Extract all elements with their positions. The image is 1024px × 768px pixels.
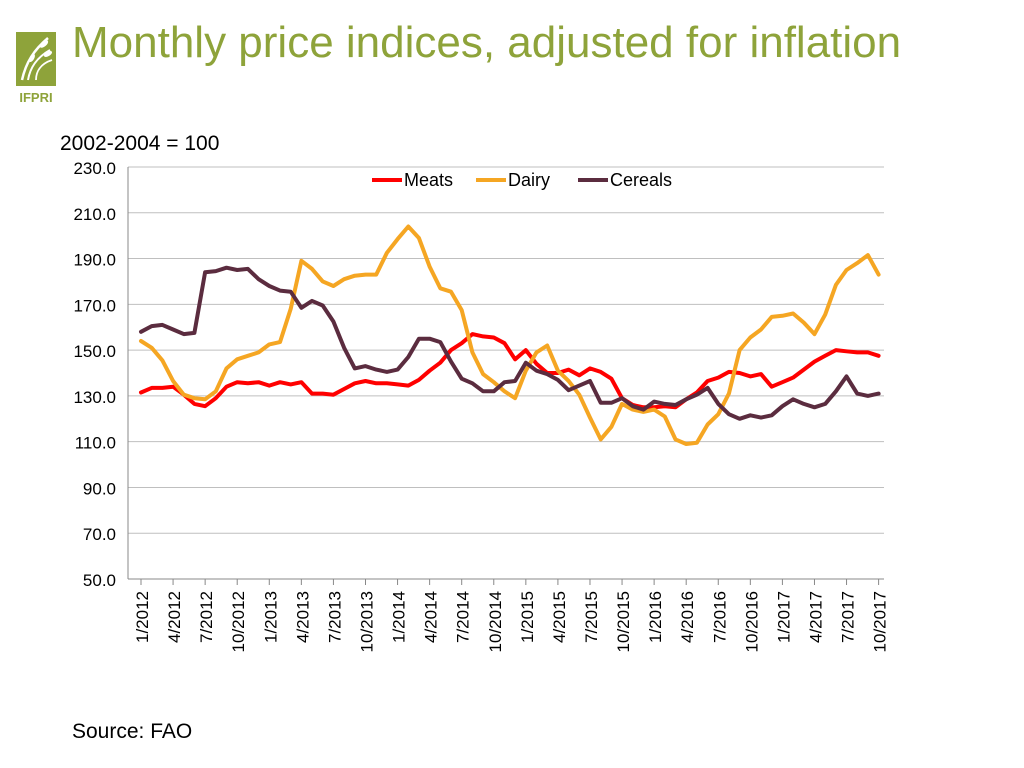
y-tick-label: 170.0 bbox=[73, 296, 116, 315]
x-tick-label: 1/2015 bbox=[518, 591, 537, 643]
x-tick-label: 4/2012 bbox=[165, 591, 184, 643]
x-tick-label: 10/2015 bbox=[614, 591, 633, 652]
x-tick-label: 7/2016 bbox=[710, 591, 729, 643]
x-tick-label: 1/2012 bbox=[133, 591, 152, 643]
x-tick-label: 7/2015 bbox=[582, 591, 601, 643]
y-tick-label: 130.0 bbox=[73, 388, 116, 407]
y-tick-label: 190.0 bbox=[73, 251, 116, 270]
x-tick-label: 10/2016 bbox=[742, 591, 761, 652]
legend-label-cereals: Cereals bbox=[610, 170, 672, 190]
x-tick-label: 4/2016 bbox=[678, 591, 697, 643]
y-tick-label: 230.0 bbox=[73, 159, 116, 178]
legend-label-meats: Meats bbox=[404, 170, 453, 190]
y-tick-label: 70.0 bbox=[83, 525, 116, 544]
y-tick-label: 90.0 bbox=[83, 479, 116, 498]
x-tick-label: 10/2013 bbox=[357, 591, 376, 652]
x-tick-label: 4/2014 bbox=[422, 591, 441, 643]
chart-subtitle: 2002-2004 = 100 bbox=[60, 132, 220, 155]
x-tick-label: 1/2013 bbox=[261, 591, 280, 643]
x-tick-label: 1/2016 bbox=[646, 591, 665, 643]
x-tick-label: 4/2015 bbox=[550, 591, 569, 643]
x-tick-label: 4/2013 bbox=[293, 591, 312, 643]
x-tick-label: 10/2017 bbox=[871, 591, 890, 652]
y-tick-label: 50.0 bbox=[83, 571, 116, 590]
series-line-dairy bbox=[139, 224, 881, 446]
source-note: Source: FAO bbox=[72, 720, 193, 743]
x-tick-label: 1/2017 bbox=[774, 591, 793, 643]
x-tick-label: 7/2012 bbox=[197, 591, 216, 643]
x-tick-label: 1/2014 bbox=[390, 591, 409, 643]
series-line-meats bbox=[139, 332, 881, 410]
x-tick-label: 7/2014 bbox=[454, 591, 473, 643]
ifpri-logo: IFPRI bbox=[16, 32, 56, 105]
logo-text: IFPRI bbox=[19, 90, 52, 105]
x-tick-label: 10/2014 bbox=[486, 591, 505, 652]
y-tick-label: 150.0 bbox=[73, 342, 116, 361]
y-tick-label: 110.0 bbox=[75, 434, 116, 453]
y-tick-label: 210.0 bbox=[73, 205, 116, 224]
x-tick-label: 10/2012 bbox=[229, 591, 248, 652]
x-tick-label: 4/2017 bbox=[806, 591, 825, 643]
x-tick-label: 7/2017 bbox=[839, 591, 858, 643]
series-line-cereals bbox=[139, 265, 881, 421]
legend-label-dairy: Dairy bbox=[508, 170, 550, 190]
x-tick-label: 7/2013 bbox=[325, 591, 344, 643]
page-title: Monthly price indices, adjusted for infl… bbox=[72, 18, 902, 67]
